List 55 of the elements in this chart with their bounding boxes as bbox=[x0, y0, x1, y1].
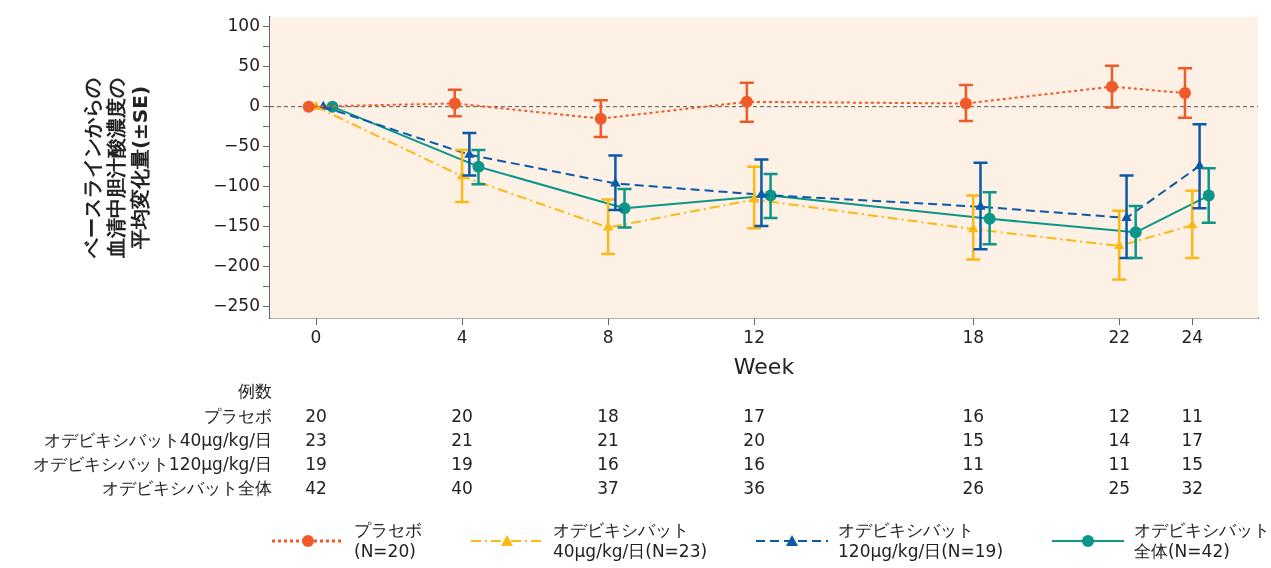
text: 42 bbox=[305, 478, 327, 498]
text: 25 bbox=[1108, 478, 1131, 498]
text: 15 bbox=[1181, 454, 1204, 474]
text: 16 bbox=[962, 406, 985, 426]
y-tick-label: 0 bbox=[249, 95, 260, 116]
text: 例数 bbox=[238, 381, 272, 401]
x-tick-label: 0 bbox=[310, 326, 322, 347]
text: 40 bbox=[451, 478, 473, 498]
text: 11 bbox=[1108, 454, 1131, 474]
y-tick-label: −250 bbox=[213, 295, 260, 316]
text: 23 bbox=[305, 430, 327, 450]
y-tick-label: −100 bbox=[213, 175, 260, 196]
legend-label: オデビキシバット120μg/kg/日(N=19) bbox=[838, 520, 1004, 562]
y-tick-label: 100 bbox=[227, 15, 260, 36]
text: 20 bbox=[305, 406, 327, 426]
text: 15 bbox=[962, 430, 985, 450]
y-tick-label: −50 bbox=[224, 135, 260, 156]
text: 12 bbox=[1108, 406, 1131, 426]
text: 17 bbox=[743, 406, 765, 426]
y-tick-label: −150 bbox=[213, 215, 260, 236]
text: 32 bbox=[1181, 478, 1204, 498]
text: 19 bbox=[305, 454, 327, 474]
text: プラセボ bbox=[204, 406, 272, 426]
y-tick-label: 50 bbox=[238, 55, 260, 76]
legend-label: オデビキシバット全体(N=42) bbox=[1133, 520, 1270, 562]
x-tick-label: 12 bbox=[743, 326, 765, 347]
text: 36 bbox=[743, 478, 765, 498]
y-axis-title: ベースラインからの血清中胆汁酸濃度の平均変化量(±SE) bbox=[80, 77, 153, 259]
text: オデビキシバット120μg/kg/日 bbox=[32, 454, 272, 474]
text: 20 bbox=[743, 430, 765, 450]
text: 16 bbox=[743, 454, 765, 474]
legend-label: プラセボ(N=20) bbox=[354, 520, 422, 562]
text: 21 bbox=[597, 430, 619, 450]
text: オデビキシバット全体 bbox=[102, 478, 272, 498]
text: オデビキシバット40μg/kg/日 bbox=[43, 430, 272, 450]
x-tick-label: 8 bbox=[602, 326, 614, 347]
x-tick-label: 24 bbox=[1181, 326, 1204, 347]
text: 21 bbox=[451, 430, 473, 450]
text: 18 bbox=[597, 406, 619, 426]
text: 19 bbox=[451, 454, 473, 474]
x-tick-label: 22 bbox=[1108, 326, 1131, 347]
text: 20 bbox=[451, 406, 473, 426]
text: 17 bbox=[1181, 430, 1204, 450]
text: 11 bbox=[1181, 406, 1204, 426]
text: 26 bbox=[962, 478, 985, 498]
text: 16 bbox=[597, 454, 619, 474]
text: 11 bbox=[962, 454, 985, 474]
point bbox=[302, 100, 315, 113]
x-tick-label: 18 bbox=[962, 326, 985, 347]
y-tick-label: −200 bbox=[213, 255, 260, 276]
text: 14 bbox=[1108, 430, 1131, 450]
x-tick-label: 4 bbox=[456, 326, 468, 347]
legend-label: オデビキシバット40μg/kg/日(N=23) bbox=[552, 520, 708, 562]
x-axis-title: Week bbox=[733, 353, 795, 379]
text: 37 bbox=[597, 478, 619, 498]
